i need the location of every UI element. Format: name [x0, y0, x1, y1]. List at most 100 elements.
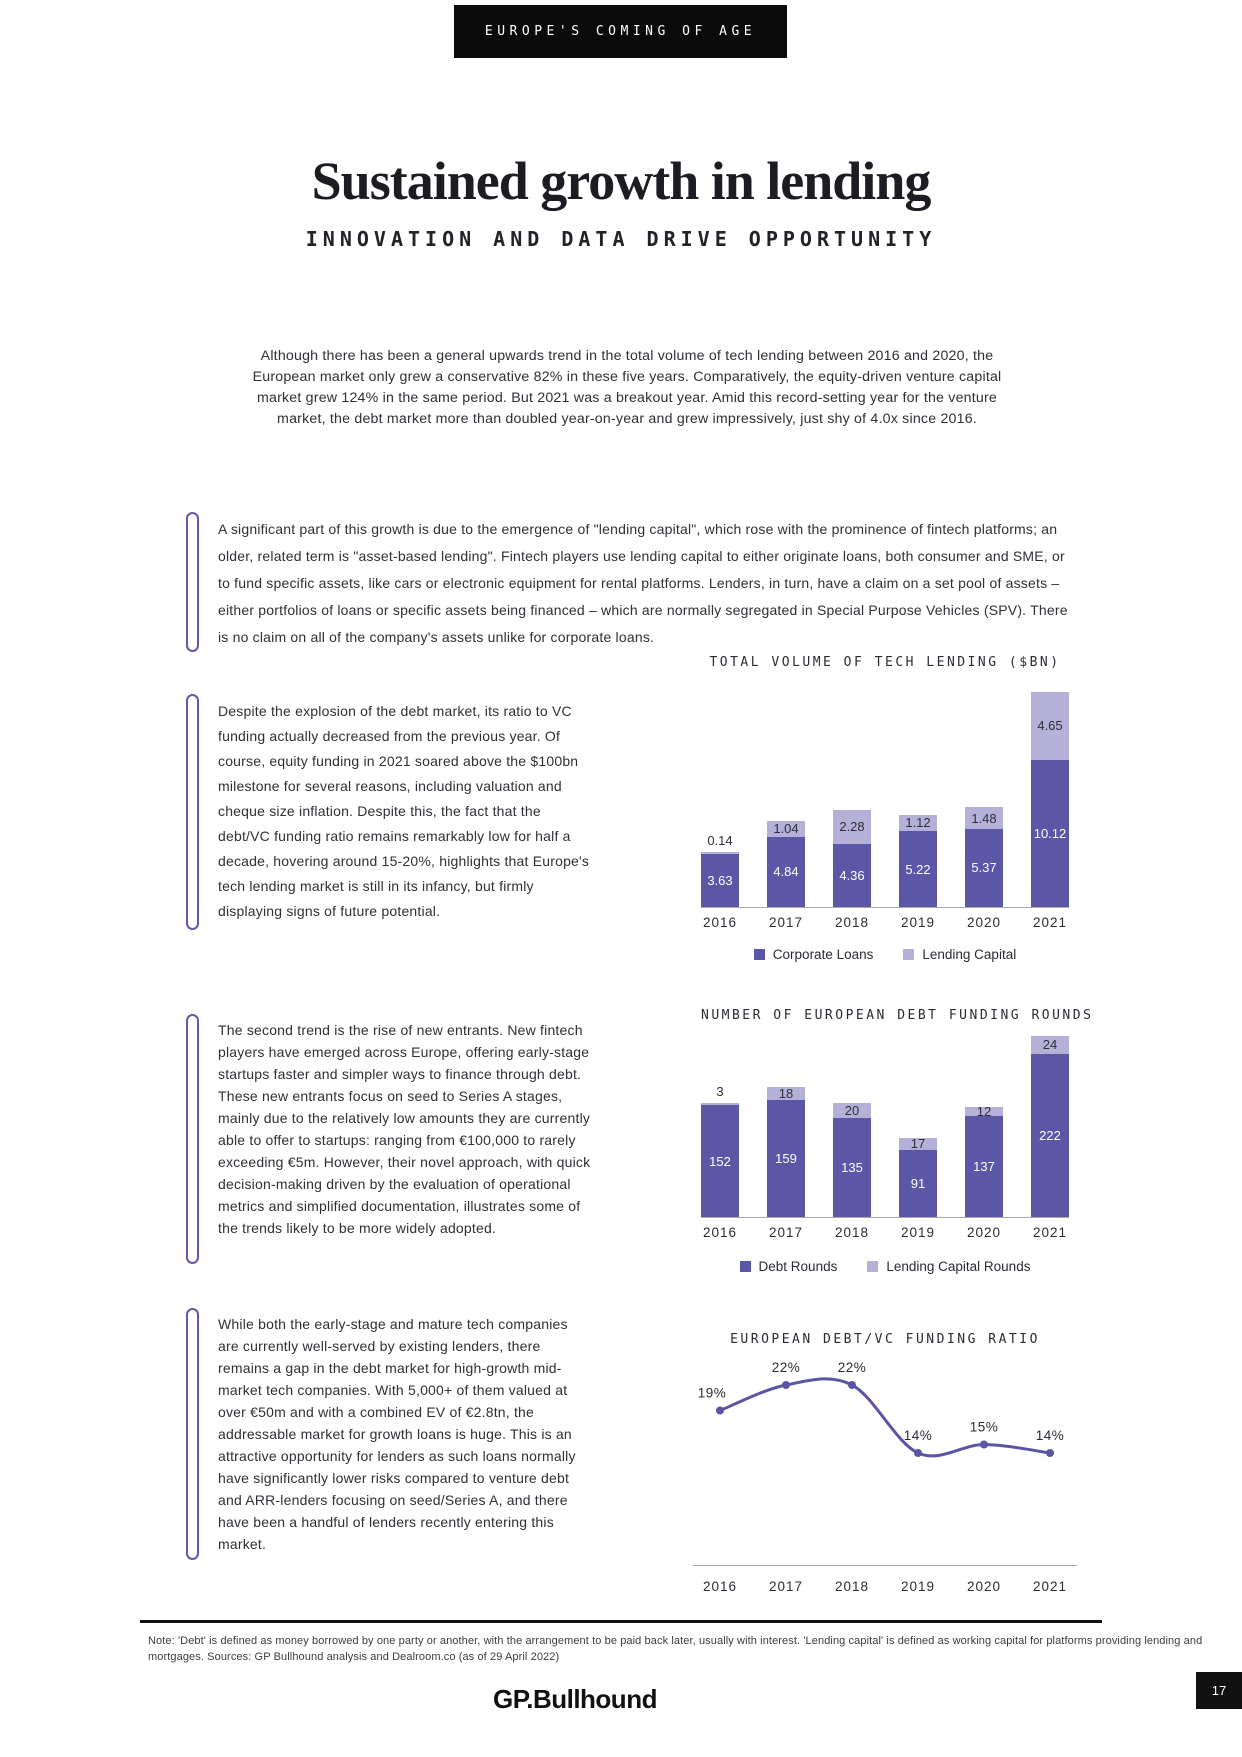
bar-column: 1.48 5.37	[965, 807, 1003, 907]
bar-segment: 20	[833, 1103, 871, 1118]
bar-column: 18 159	[767, 1086, 805, 1217]
x-axis-label: 2016	[702, 1579, 738, 1594]
chart-total-volume-tech-lending: TOTAL VOLUME OF TECH LENDING ($BN) 0.14 3…	[701, 655, 1069, 962]
x-axis-label: 2016	[702, 915, 738, 930]
bar-value-label: 0.14	[707, 833, 733, 849]
line-point	[716, 1406, 724, 1415]
x-axis-label: 2019	[900, 1579, 936, 1594]
x-axis-line	[693, 1565, 1077, 1566]
legend-item: Lending Capital Rounds	[867, 1259, 1030, 1274]
bar-segment: 159	[767, 1100, 805, 1217]
legend-item: Corporate Loans	[753, 947, 873, 962]
bar-segment: 1.48	[965, 807, 1003, 829]
chart-title: TOTAL VOLUME OF TECH LENDING ($BN)	[709, 655, 1061, 670]
chart-x-axis: 2016 2017 2018 2019 2020 2021	[701, 1225, 1069, 1241]
chart-debt-funding-rounds: NUMBER OF EUROPEAN DEBT FUNDING ROUNDS 3…	[701, 1008, 1094, 1274]
legend-item: Lending Capital	[903, 947, 1016, 962]
callout-bracket	[186, 694, 199, 930]
bar-segment: 5.37	[965, 828, 1003, 907]
bar-segment: 1.12	[899, 814, 937, 832]
bar-segment: 4.65	[1031, 692, 1069, 760]
x-axis-label: 2021	[1032, 1579, 1068, 1594]
legend-swatch	[753, 949, 765, 960]
legend-item: Debt Rounds	[739, 1259, 838, 1274]
point-value-label: 22%	[838, 1360, 867, 1375]
legend-label: Debt Rounds	[758, 1259, 838, 1274]
x-axis-label: 2019	[900, 1225, 936, 1240]
bar-column: 4.65 10.12	[1031, 692, 1069, 907]
bar-segment: 91	[899, 1150, 937, 1217]
footer-note: Note: 'Debt' is defined as money borrowe…	[148, 1635, 1203, 1663]
bar-segment: 4.36	[833, 843, 871, 907]
bar-segment: 18	[767, 1086, 805, 1101]
line-point	[782, 1381, 790, 1389]
gp-bullhound-logo: GP.Bullhound	[493, 1684, 657, 1714]
chart-legend: Corporate Loans Lending Capital	[701, 947, 1069, 962]
bar-segment: 1.04	[767, 821, 805, 837]
bar-segment: 152	[701, 1105, 739, 1217]
x-axis-label: 2018	[834, 1225, 870, 1240]
x-axis-label: 2017	[768, 1225, 804, 1240]
legend-swatch	[739, 1261, 751, 1272]
bar-value-label: 3	[716, 1083, 724, 1099]
ratio-line	[718, 1377, 1052, 1458]
chart-plot: 3 152 18 159 20 135 17 91 12 137 24 222	[701, 1036, 1069, 1218]
legend-swatch	[867, 1261, 879, 1272]
x-axis-label: 2017	[768, 915, 804, 930]
bar-column: 1.04 4.84	[767, 821, 805, 907]
point-value-label: 15%	[970, 1420, 999, 1435]
x-axis-label: 2021	[1032, 915, 1068, 930]
line-point	[980, 1440, 988, 1449]
page-subtitle: INNOVATION AND DATA DRIVE OPPORTUNITY	[305, 227, 937, 251]
x-axis-label: 2021	[1032, 1225, 1068, 1240]
bar-segment: 17	[899, 1136, 937, 1151]
x-axis-label: 2020	[966, 1225, 1002, 1240]
intro-paragraph: Although there has been a general upward…	[252, 348, 1002, 427]
line-point	[848, 1381, 856, 1389]
bar-segment: 24	[1031, 1036, 1069, 1054]
point-value-label: 22%	[772, 1360, 801, 1375]
x-axis-label: 2018	[834, 915, 870, 930]
footer-divider	[140, 1620, 1102, 1623]
point-value-label: 19%	[698, 1386, 727, 1401]
page-title: Sustained growth in lending	[311, 151, 932, 211]
bar-segment: 222	[1031, 1053, 1069, 1217]
callout-lending-capital: A significant part of this growth is due…	[218, 521, 1068, 645]
bar-column: 3 152	[701, 1084, 739, 1217]
page-number-badge: 17	[1196, 1672, 1242, 1709]
bar-segment: 12	[965, 1104, 1003, 1119]
chart-debt-vc-funding-ratio: EUROPEAN DEBT/VC FUNDING RATIO 19% 22% 22%…	[693, 1332, 1077, 1595]
bar-column: 1.12 5.22	[899, 814, 937, 907]
bar-segment	[701, 852, 739, 855]
callout-bracket	[186, 1014, 199, 1264]
point-value-label: 14%	[904, 1428, 933, 1443]
chart-legend: Debt Rounds Lending Capital Rounds	[701, 1259, 1069, 1274]
line-chart: 19% 22% 22% 14% 15% 14%	[698, 1360, 1064, 1458]
callout-debt-vc-ratio: Despite the explosion of the debt market…	[218, 703, 590, 919]
x-axis-label: 2020	[966, 1579, 1002, 1594]
bar-segment: 5.22	[899, 831, 937, 907]
bar-column: 20 135	[833, 1103, 871, 1217]
bar-segment: 137	[965, 1116, 1003, 1217]
header-badge: EUROPE'S COMING OF AGE	[454, 5, 787, 58]
chart-title: EUROPEAN DEBT/VC FUNDING RATIO	[730, 1332, 1040, 1347]
bar-segment	[701, 1102, 739, 1106]
bar-column: 2.28 4.36	[833, 810, 871, 907]
x-axis-label: 2019	[900, 915, 936, 930]
chart-title: NUMBER OF EUROPEAN DEBT FUNDING ROUNDS	[701, 1008, 1094, 1023]
legend-swatch	[903, 949, 915, 960]
bar-segment: 3.63	[701, 854, 739, 907]
x-axis-label: 2020	[966, 915, 1002, 930]
chart-x-axis: 2016 2017 2018 2019 2020 2021	[701, 1579, 1069, 1595]
callout-growth-loans-gap: While both the early-stage and mature te…	[218, 1316, 576, 1552]
chart-plot: 0.14 3.63 1.04 4.84 2.28 4.36 1.12 5.22 1.48 5.37…	[701, 692, 1069, 908]
bar-segment: 2.28	[833, 810, 871, 844]
chart-x-axis: 2016 2017 2018 2019 2020 2021	[701, 915, 1069, 931]
callout-bracket	[186, 512, 199, 652]
line-point	[1046, 1449, 1054, 1457]
bar-column: 24 222	[1031, 1036, 1069, 1217]
bar-column: 17 91	[899, 1136, 937, 1217]
bar-segment: 4.84	[767, 836, 805, 907]
x-axis-label: 2016	[702, 1225, 738, 1240]
